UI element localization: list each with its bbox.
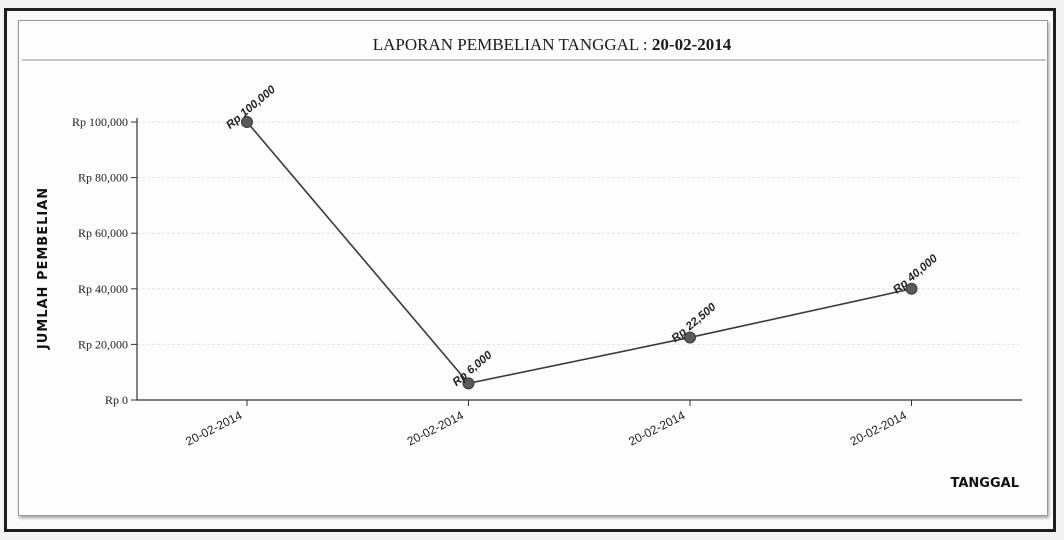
x-tick-label: 20-02-2014 [626, 408, 687, 448]
y-tick-label: Rp 20,000 [78, 337, 128, 351]
data-point-marker [462, 377, 475, 390]
chart-card [18, 20, 1048, 516]
data-point-marker [684, 331, 696, 344]
x-tick-label: 20-02-2014 [183, 408, 244, 448]
y-tick-label: Rp 60,000 [78, 226, 128, 240]
x-tick-labels: 20-02-2014 20-02-2014 20-02-2014 20-02-2014 [183, 408, 909, 448]
data-points [241, 116, 918, 390]
x-axis-title: TANGGAL [951, 476, 1020, 491]
y-tick-label: Rp 0 [105, 393, 128, 407]
x-tick-label: 20-02-2014 [848, 408, 909, 448]
y-tick-labels: Rp 0 Rp 20,000 Rp 40,000 Rp 60,000 Rp 80,000… [72, 115, 128, 407]
chart-title: LAPORAN PEMBELIAN TANGGAL : 20-02-2014 [373, 35, 732, 54]
chart-title-prefix: LAPORAN PEMBELIAN TANGGAL : [373, 35, 652, 54]
y-axis-title: JUMLAH PEMBELIAN [36, 187, 51, 350]
series-polyline [246, 121, 912, 385]
series-line [246, 121, 912, 385]
y-tick-label: Rp 80,000 [78, 171, 128, 185]
data-point-marker [241, 116, 253, 128]
axes [131, 118, 1022, 406]
x-tick-label: 20-02-2014 [405, 408, 466, 448]
grid-lines [137, 121, 1022, 345]
y-tick-label: Rp 40,000 [78, 282, 128, 296]
chart-title-date: 20-02-2014 [652, 35, 732, 54]
data-point-marker [905, 282, 918, 295]
y-tick-label: Rp 100,000 [72, 115, 128, 129]
